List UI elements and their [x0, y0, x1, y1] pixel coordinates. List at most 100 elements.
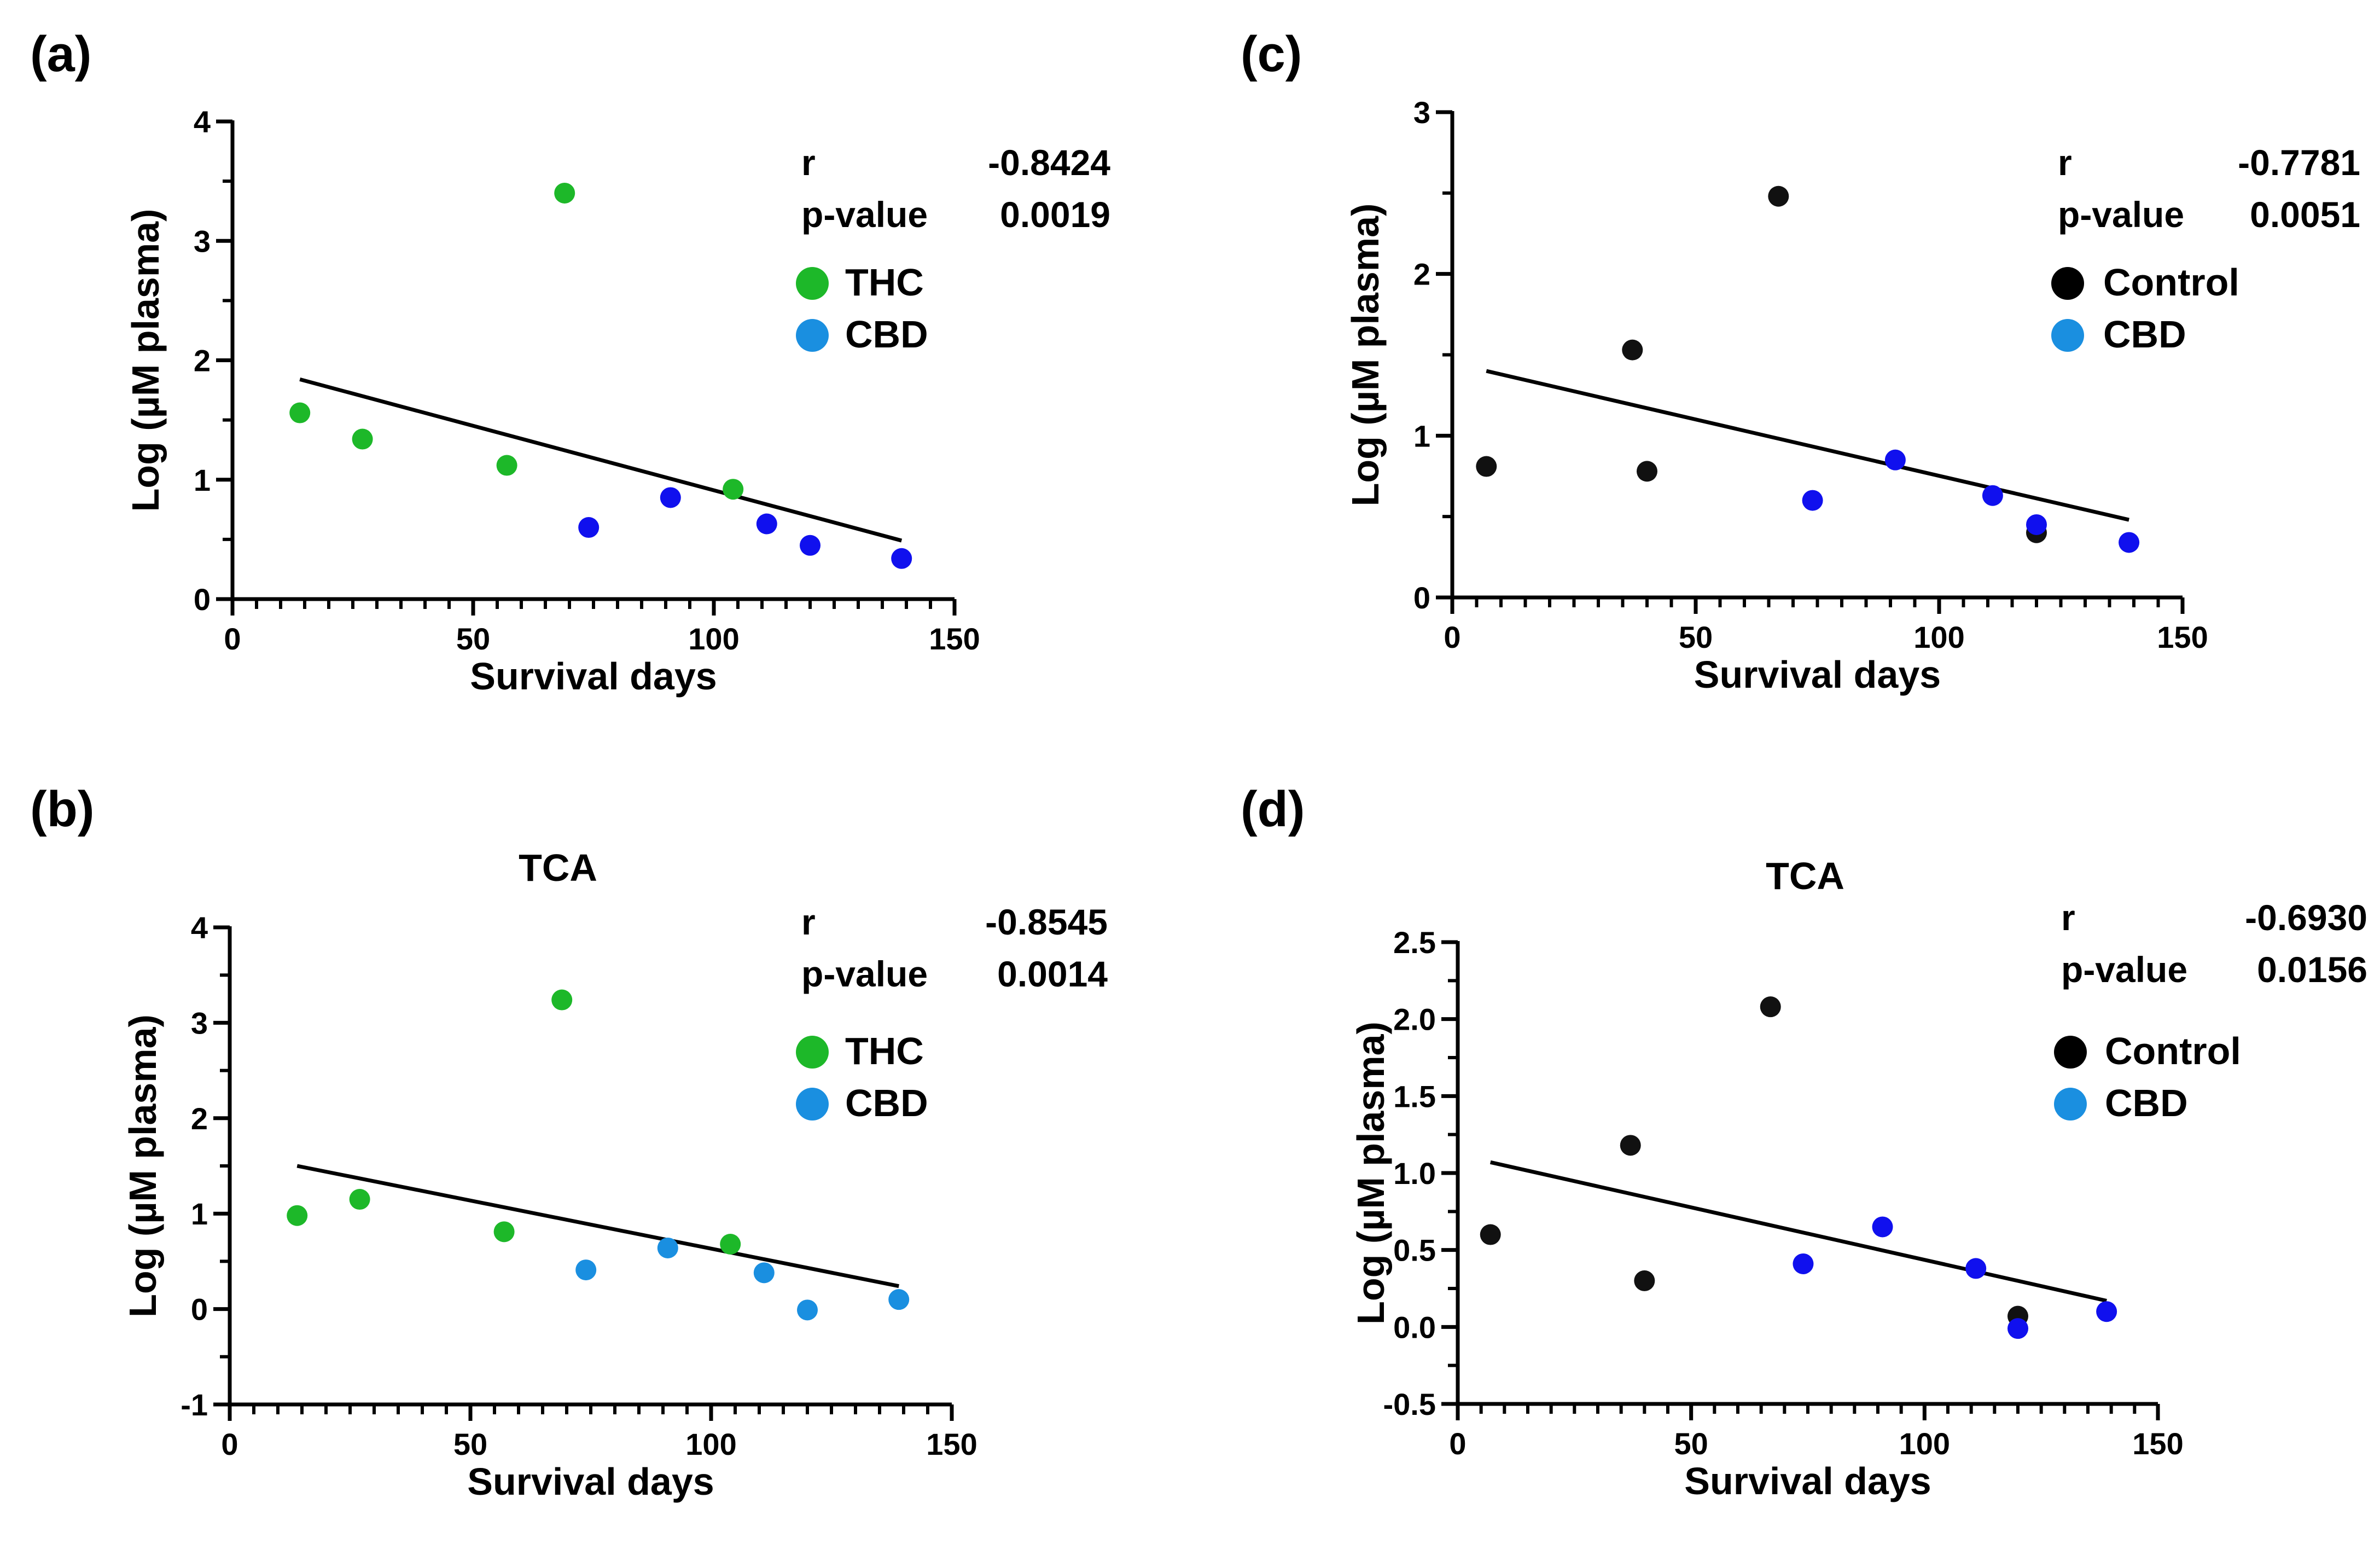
data-point-cbd	[1965, 1258, 1987, 1279]
x-tick-label: 150	[2132, 1426, 2183, 1461]
data-point-cbd	[888, 1289, 910, 1310]
data-point-cbd	[1793, 1253, 1814, 1274]
data-point-cbd	[2096, 1301, 2117, 1322]
data-point-cbd	[753, 1262, 775, 1284]
data-point-thc	[554, 182, 575, 204]
r-label: r	[2058, 142, 2072, 183]
data-point-cbd	[1884, 449, 1906, 471]
legend-label-cbd: CBD	[845, 313, 928, 356]
y-tick-label: 4	[194, 105, 211, 139]
x-axis-title: Survival days	[467, 1460, 714, 1503]
regression-line	[1486, 369, 2129, 522]
y-tick-label: 2	[1413, 257, 1430, 292]
legend-marker-control	[2054, 1036, 2087, 1069]
data-point-thc	[287, 1205, 308, 1226]
x-axis-title: Survival days	[1694, 653, 1941, 696]
y-tick-label: 2.5	[1393, 925, 1436, 960]
legend-marker-thc	[796, 267, 829, 300]
data-point-thc	[720, 1234, 741, 1255]
data-point-thc	[352, 428, 373, 450]
legend-label-cbd: CBD	[845, 1082, 928, 1124]
data-point-control	[1634, 1270, 1655, 1291]
y-tick-label: 0	[1413, 580, 1430, 615]
regression-line	[296, 1164, 899, 1288]
x-tick-label: 0	[221, 1427, 238, 1461]
legend-label-thc: THC	[845, 261, 924, 304]
legend-label-thc: THC	[845, 1030, 924, 1072]
data-point-thc	[723, 479, 744, 500]
p-label: p-value	[2058, 194, 2184, 235]
y-axis-title: Log (µM plasma)	[121, 1014, 164, 1317]
x-tick-label: 150	[926, 1427, 977, 1461]
data-point-control	[1637, 461, 1657, 482]
data-point-cbd	[575, 1259, 597, 1281]
x-tick-label: 100	[1913, 620, 1964, 654]
panel-label: (c)	[1241, 26, 1302, 82]
data-point-control	[1768, 185, 1789, 207]
data-point-thc	[493, 1221, 515, 1243]
p-value: 0.0051	[2250, 194, 2360, 235]
y-tick-label: 1	[194, 463, 211, 497]
x-tick-label: 50	[453, 1427, 487, 1461]
data-point-cbd	[2026, 514, 2047, 535]
x-tick-label: 100	[1899, 1426, 1950, 1461]
data-point-cbd	[756, 513, 777, 535]
data-point-cbd	[891, 548, 912, 569]
panel-label: (b)	[30, 781, 94, 837]
legend-marker-control	[2051, 267, 2084, 300]
panel-d: (d) TCA -0.5 0.0 0.5 1.0 1.5 2.0 2.5 0 50 100 150 Sur…	[1241, 781, 2367, 1502]
x-axis-title: Survival days	[470, 655, 717, 698]
legend-marker-cbd	[2054, 1088, 2087, 1121]
y-tick-label: 3	[194, 224, 211, 258]
y-axis-title: Log (µM plasma)	[1344, 204, 1387, 507]
data-point-cbd	[660, 487, 681, 508]
x-tick-label: 100	[685, 1427, 736, 1461]
y-tick-label: -1	[181, 1388, 208, 1422]
x-tick-label: 150	[2157, 620, 2208, 654]
legend-marker-thc	[796, 1036, 829, 1069]
legend-label-cbd: CBD	[2105, 1082, 2188, 1124]
x-tick-label: 50	[1679, 620, 1713, 654]
legend-marker-cbd	[2051, 319, 2084, 352]
r-value: -0.7781	[2238, 142, 2360, 183]
x-tick-label: 50	[1674, 1426, 1708, 1461]
data-point-control	[1476, 456, 1497, 477]
panel-b: (b) TCA -1 0 1 2 3 4 0 50 100 150 Survival days Log (…	[30, 781, 1108, 1503]
y-tick-label: 3	[191, 1006, 208, 1040]
data-point-cbd	[1802, 490, 1823, 511]
data-point-thc	[289, 402, 311, 423]
y-axis-title: Log (µM plasma)	[124, 209, 167, 512]
y-tick-label: 1	[191, 1197, 208, 1231]
r-value: -0.8545	[985, 902, 1108, 942]
panel-c: (c) 0 1 2 3 0 50 100 150 Survival days Log (µM pla…	[1241, 26, 2360, 696]
r-label: r	[801, 142, 816, 183]
y-tick-label: 3	[1413, 95, 1430, 130]
data-point-control	[1760, 996, 1781, 1018]
y-tick-label: 2	[191, 1101, 208, 1136]
y-tick-label: 0	[191, 1292, 208, 1327]
y-tick-label: 4	[191, 910, 208, 945]
x-tick-label: 0	[1449, 1426, 1466, 1461]
data-point-cbd	[1982, 485, 2003, 506]
legend-label-control: Control	[2103, 261, 2239, 304]
legend-label-control: Control	[2105, 1030, 2241, 1072]
data-point-cbd	[578, 517, 600, 538]
p-value: 0.0014	[997, 954, 1108, 994]
y-tick-label: 0.5	[1393, 1233, 1436, 1268]
panel-label: (d)	[1241, 781, 1305, 837]
x-tick-label: 150	[929, 622, 980, 656]
x-tick-label: 0	[1444, 620, 1460, 654]
y-tick-label: -0.5	[1383, 1387, 1436, 1421]
p-label: p-value	[801, 954, 928, 994]
data-point-cbd	[2007, 1318, 2028, 1339]
y-tick-label: 2	[194, 344, 211, 378]
y-tick-label: 1	[1413, 419, 1430, 453]
legend-label-cbd: CBD	[2103, 313, 2186, 356]
y-tick-label: 1.5	[1393, 1079, 1436, 1113]
data-point-cbd	[657, 1237, 678, 1258]
x-tick-label: 0	[224, 622, 241, 656]
legend-marker-cbd	[796, 319, 829, 352]
chart-title: TCA	[1766, 855, 1844, 897]
p-label: p-value	[2061, 949, 2187, 990]
